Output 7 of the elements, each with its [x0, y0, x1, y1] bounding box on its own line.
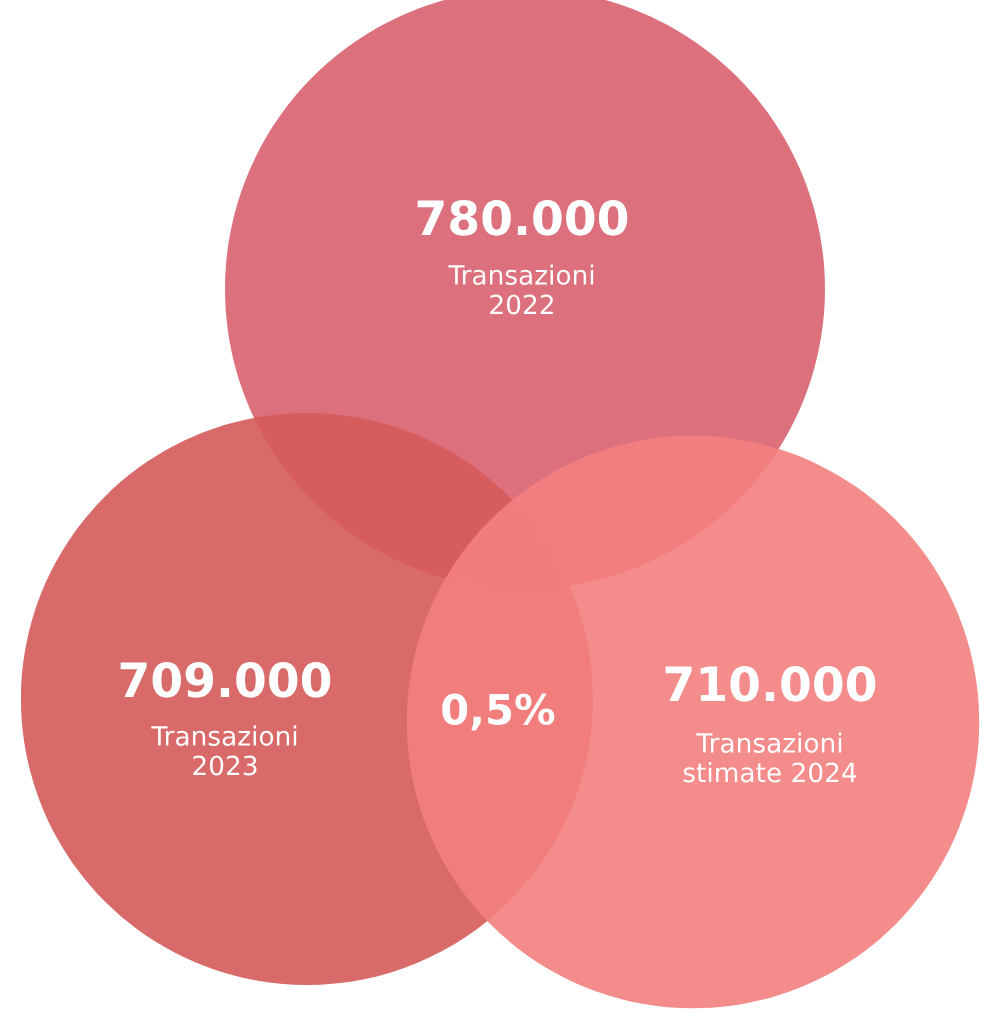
category-label: Transazioni 2023	[151, 725, 297, 776]
data-label: 780.000	[417, 199, 628, 236]
data-label: 710.000	[665, 665, 876, 702]
category-label: Transazioni 2022	[448, 264, 594, 315]
text: 0,5%	[442, 693, 555, 731]
category-label: Transazioni stimate 2024	[683, 732, 857, 783]
data-label: 709.000	[120, 661, 331, 698]
